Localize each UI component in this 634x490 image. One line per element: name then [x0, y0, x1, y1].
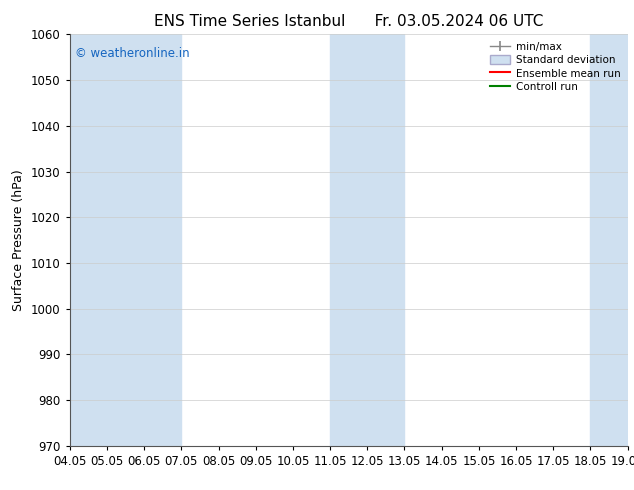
Legend: min/max, Standard deviation, Ensemble mean run, Controll run: min/max, Standard deviation, Ensemble me…: [486, 37, 624, 96]
Bar: [367, 34, 404, 446]
Bar: [107, 34, 144, 446]
Bar: [590, 34, 628, 446]
Y-axis label: Surface Pressure (hPa): Surface Pressure (hPa): [13, 169, 25, 311]
Bar: [144, 34, 181, 446]
Bar: [70, 34, 107, 446]
Title: ENS Time Series Istanbul      Fr. 03.05.2024 06 UTC: ENS Time Series Istanbul Fr. 03.05.2024 …: [154, 14, 543, 29]
Bar: [330, 34, 367, 446]
Text: © weatheronline.in: © weatheronline.in: [75, 47, 190, 60]
